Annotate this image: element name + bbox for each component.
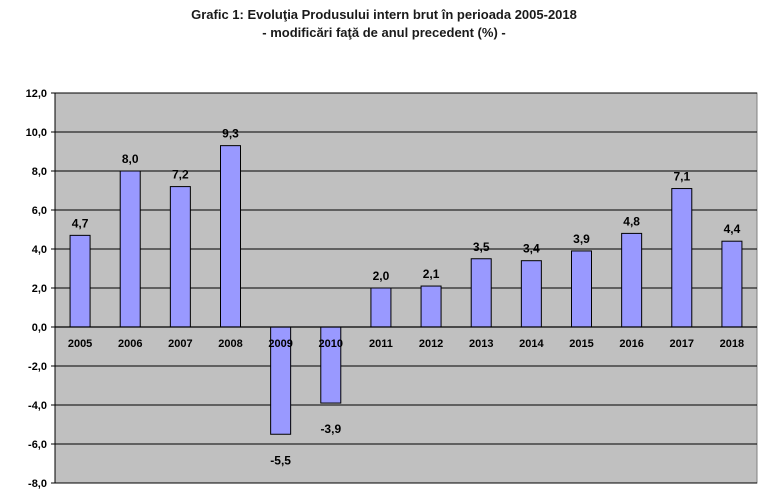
data-labels: 4,7 8,0 7,2 9,3 -5,5 -3,9 2,0 2,1 3,5 3,4 3,9 4,8 7,… [72,127,741,468]
data-label: 9,3 [222,127,239,141]
y-tick-label: 2,0 [32,283,47,295]
y-tick-label: -6,0 [28,439,47,451]
data-label: 3,5 [473,240,490,254]
data-label: 2,0 [373,269,390,283]
bar-2007 [169,186,191,328]
y-axis-ticks: 12,0 10,0 8,0 6,0 4,0 2,0 0,0 -2,0 -4,0 -6,0 -8,0 [26,88,56,490]
bar-2016 [621,232,643,328]
y-tick-label: 6,0 [32,205,47,217]
data-label: 8,0 [122,152,139,166]
bar-2015 [571,250,592,328]
chart-subtitle: - modificări faţă de anul precedent (%) … [262,25,506,40]
bar-2011 [370,287,392,328]
data-label: 4,8 [623,214,640,228]
x-tick-label: 2018 [720,338,744,350]
x-tick-label: 2016 [619,338,643,350]
data-label: 3,4 [523,242,540,256]
x-tick-label: 2013 [469,338,493,350]
y-tick-label: 10,0 [26,127,47,139]
data-label: 2,1 [423,267,440,281]
bar-2013 [470,258,492,328]
x-tick-label: 2015 [569,338,593,350]
data-label: 4,4 [724,222,741,236]
x-tick-label: 2017 [670,338,694,350]
x-tick-label: 2012 [419,338,443,350]
bar-2014 [520,260,542,328]
x-tick-label: 2005 [68,338,92,350]
y-tick-label: -4,0 [28,400,47,412]
data-label: -5,5 [270,453,291,467]
bars [69,145,743,435]
x-tick-label: 2009 [268,338,292,350]
data-label: 7,2 [172,168,189,182]
x-tick-label: 2014 [519,338,544,350]
y-tick-label: 0,0 [32,322,47,334]
bar-2012 [420,285,442,328]
chart-title: Grafic 1: Evoluţia Produsului intern bru… [191,7,577,22]
x-tick-label: 2006 [118,338,142,350]
chart-title-block: Grafic 1: Evoluţia Produsului intern bru… [0,6,768,42]
bar-2018 [721,240,743,328]
bar-2005 [69,234,91,328]
x-tick-label: 2011 [369,338,393,350]
y-tick-label: 4,0 [32,244,47,256]
data-label: -3,9 [320,422,341,436]
x-tick-label: 2007 [168,338,192,350]
data-label: 3,9 [573,232,590,246]
x-tick-label: 2008 [218,338,242,350]
y-tick-label: 8,0 [32,166,47,178]
x-axis-labels: 2005 2006 2007 2008 2009 2010 2011 2012 2013 2014… [55,326,757,350]
y-tick-label: -8,0 [28,478,47,490]
y-tick-label: -2,0 [28,361,47,373]
bar-2008 [220,145,241,328]
bar-2006 [119,170,141,328]
data-label: 4,7 [72,216,89,230]
bar-2017 [671,188,693,328]
x-tick-label: 2010 [319,338,343,350]
data-label: 7,1 [673,170,690,184]
y-tick-label: 12,0 [26,88,47,100]
